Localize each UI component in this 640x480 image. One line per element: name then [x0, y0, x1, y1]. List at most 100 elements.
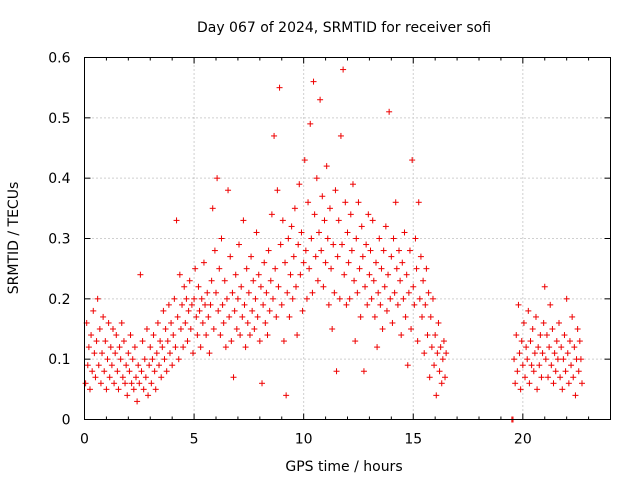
- data-point: [217, 332, 224, 339]
- data-point: [152, 386, 159, 393]
- data-point: [82, 380, 89, 387]
- data-point: [243, 265, 250, 272]
- data-point: [96, 326, 103, 332]
- data-point: [150, 332, 157, 339]
- data-point: [365, 211, 372, 218]
- data-point: [249, 307, 256, 314]
- data-point: [291, 205, 298, 212]
- data-point: [246, 332, 253, 339]
- data-point: [530, 368, 537, 375]
- data-point: [241, 301, 248, 308]
- data-point: [436, 368, 443, 375]
- data-point: [574, 326, 581, 332]
- data-point: [269, 295, 276, 302]
- data-point: [329, 326, 336, 332]
- data-point: [352, 338, 359, 345]
- data-point: [272, 265, 279, 272]
- x-tick-label: 0: [80, 432, 89, 448]
- data-point: [522, 374, 529, 381]
- data-point: [137, 271, 144, 278]
- data-point: [553, 338, 560, 345]
- data-point: [147, 344, 154, 351]
- data-point: [405, 289, 412, 296]
- data-point: [275, 283, 282, 290]
- data-point: [289, 295, 296, 302]
- x-tick-labels: 0 5 10 15 20: [80, 432, 532, 448]
- x-axis-label: GPS time / hours: [285, 459, 402, 475]
- x-tick-label: 20: [514, 432, 532, 448]
- data-point: [563, 295, 570, 302]
- data-point: [85, 344, 92, 351]
- data-point: [188, 301, 195, 308]
- data-point: [240, 217, 247, 224]
- data-point: [158, 374, 165, 381]
- data-point: [108, 362, 115, 369]
- data-point: [552, 368, 559, 375]
- data-point: [139, 338, 146, 345]
- data-point: [265, 247, 272, 254]
- data-point: [191, 295, 198, 302]
- data-point: [386, 108, 393, 115]
- data-point: [443, 350, 450, 357]
- data-point: [88, 332, 95, 339]
- data-point: [356, 265, 363, 272]
- data-point: [565, 380, 572, 387]
- data-point: [231, 307, 238, 314]
- data-point: [129, 356, 136, 363]
- data-point: [113, 332, 120, 339]
- data-point: [223, 295, 230, 302]
- data-point: [525, 307, 532, 314]
- y-tick-label: 0.6: [48, 51, 70, 67]
- data-point: [376, 235, 383, 242]
- data-point: [378, 265, 385, 272]
- data-point: [97, 380, 104, 387]
- data-point: [234, 295, 241, 302]
- data-point: [331, 289, 338, 296]
- data-point: [208, 277, 215, 284]
- chart-title: Day 067 of 2024, SRMTID for receiver sof…: [197, 20, 491, 36]
- data-point: [297, 271, 304, 278]
- data-point: [107, 344, 114, 351]
- data-point: [273, 313, 280, 320]
- data-point: [332, 187, 339, 194]
- data-point: [259, 380, 266, 387]
- data-point: [117, 356, 124, 363]
- data-point: [318, 247, 325, 254]
- y-tick-label: 0: [62, 413, 71, 429]
- data-point: [284, 289, 291, 296]
- data-point: [400, 295, 407, 302]
- data-point: [302, 247, 309, 254]
- data-point: [368, 295, 375, 302]
- data-point: [250, 277, 257, 284]
- data-point: [512, 380, 519, 387]
- data-point: [316, 229, 323, 236]
- data-point: [359, 253, 366, 260]
- data-point: [127, 332, 134, 339]
- data-point: [95, 362, 102, 369]
- data-point: [397, 277, 404, 284]
- data-point: [339, 241, 346, 248]
- y-axis-label: SRMTID / TECUs: [6, 182, 22, 295]
- data-point: [299, 307, 306, 314]
- data-point: [419, 313, 426, 320]
- data-point: [105, 319, 112, 326]
- data-point: [159, 344, 166, 351]
- data-point: [517, 386, 524, 393]
- y-tick-label: 0.1: [48, 352, 70, 368]
- data-point: [160, 307, 167, 314]
- data-point: [209, 205, 216, 212]
- data-point: [572, 392, 579, 399]
- data-point: [523, 344, 530, 351]
- data-point: [518, 338, 525, 345]
- data-point: [102, 338, 109, 345]
- data-point: [230, 374, 237, 381]
- data-point: [181, 283, 188, 290]
- data-point: [511, 356, 518, 363]
- data-point: [93, 338, 100, 345]
- data-point: [547, 301, 554, 308]
- data-point: [232, 271, 239, 278]
- data-point: [262, 319, 269, 326]
- data-point: [292, 283, 299, 290]
- data-point: [379, 326, 386, 332]
- data-point: [125, 350, 132, 357]
